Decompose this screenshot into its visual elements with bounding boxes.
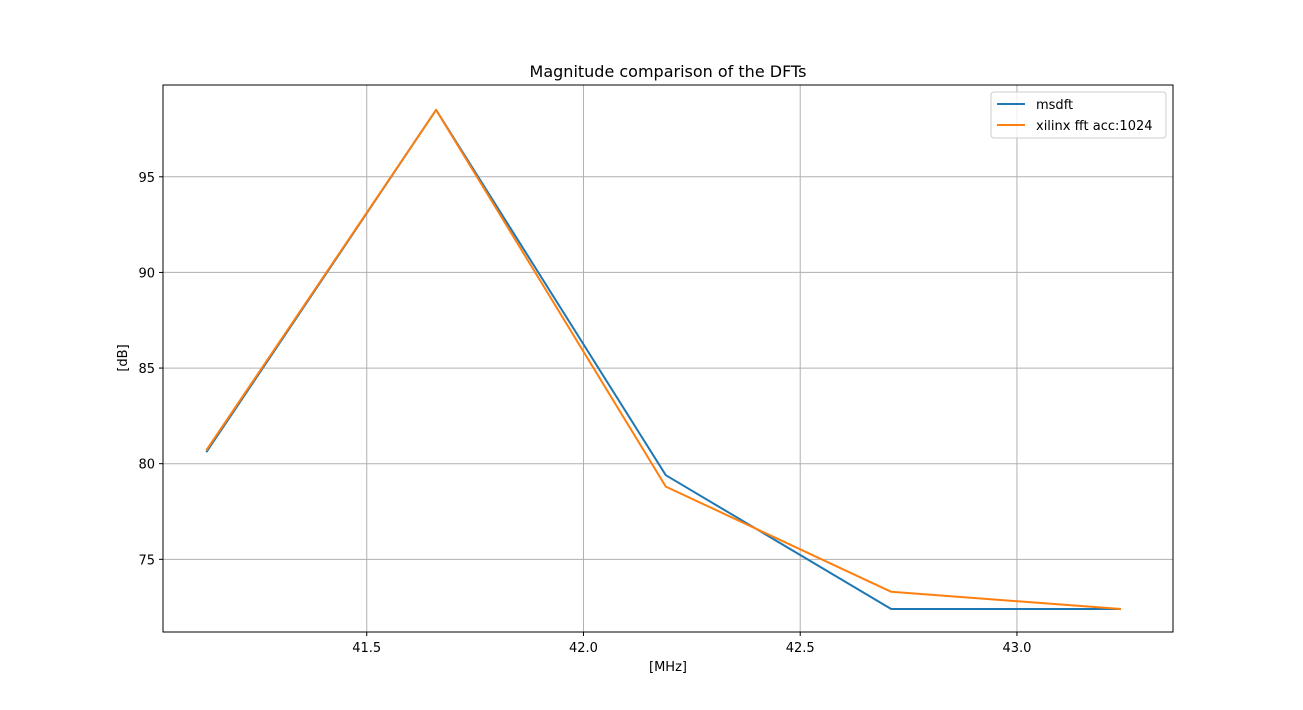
x-tick-label: 43.0: [1002, 641, 1031, 656]
x-tick-label: 42.5: [786, 641, 815, 656]
y-tick-label: 95: [138, 171, 155, 186]
y-axis-label: [dB]: [116, 344, 131, 371]
legend-label-xilinx: xilinx fft acc:1024: [1036, 119, 1153, 134]
plot-frame: [162, 84, 1174, 633]
y-tick-label: 80: [138, 458, 155, 473]
x-axis-ticks: 41.5 42.0 42.5 43.0: [352, 632, 1031, 656]
chart-title: Magnitude comparison of the DFTs: [530, 62, 807, 81]
x-tick-label: 42.0: [569, 641, 598, 656]
x-tick-label: 41.5: [352, 641, 381, 656]
y-tick-label: 75: [138, 553, 155, 568]
series-layer: [205, 108, 1122, 610]
series-line-0: [205, 108, 1121, 610]
legend: msdft xilinx fft acc:1024: [990, 91, 1167, 139]
y-axis-ticks: 75 80 85 90 95: [138, 171, 163, 568]
legend-box: [990, 91, 1167, 139]
x-axis-label: [MHz]: [649, 660, 687, 675]
y-tick-label: 90: [138, 266, 155, 281]
series-line-1: [205, 108, 1122, 610]
y-tick-label: 85: [138, 362, 155, 377]
legend-label-msdft: msdft: [1036, 98, 1073, 113]
grid: [163, 85, 1173, 632]
